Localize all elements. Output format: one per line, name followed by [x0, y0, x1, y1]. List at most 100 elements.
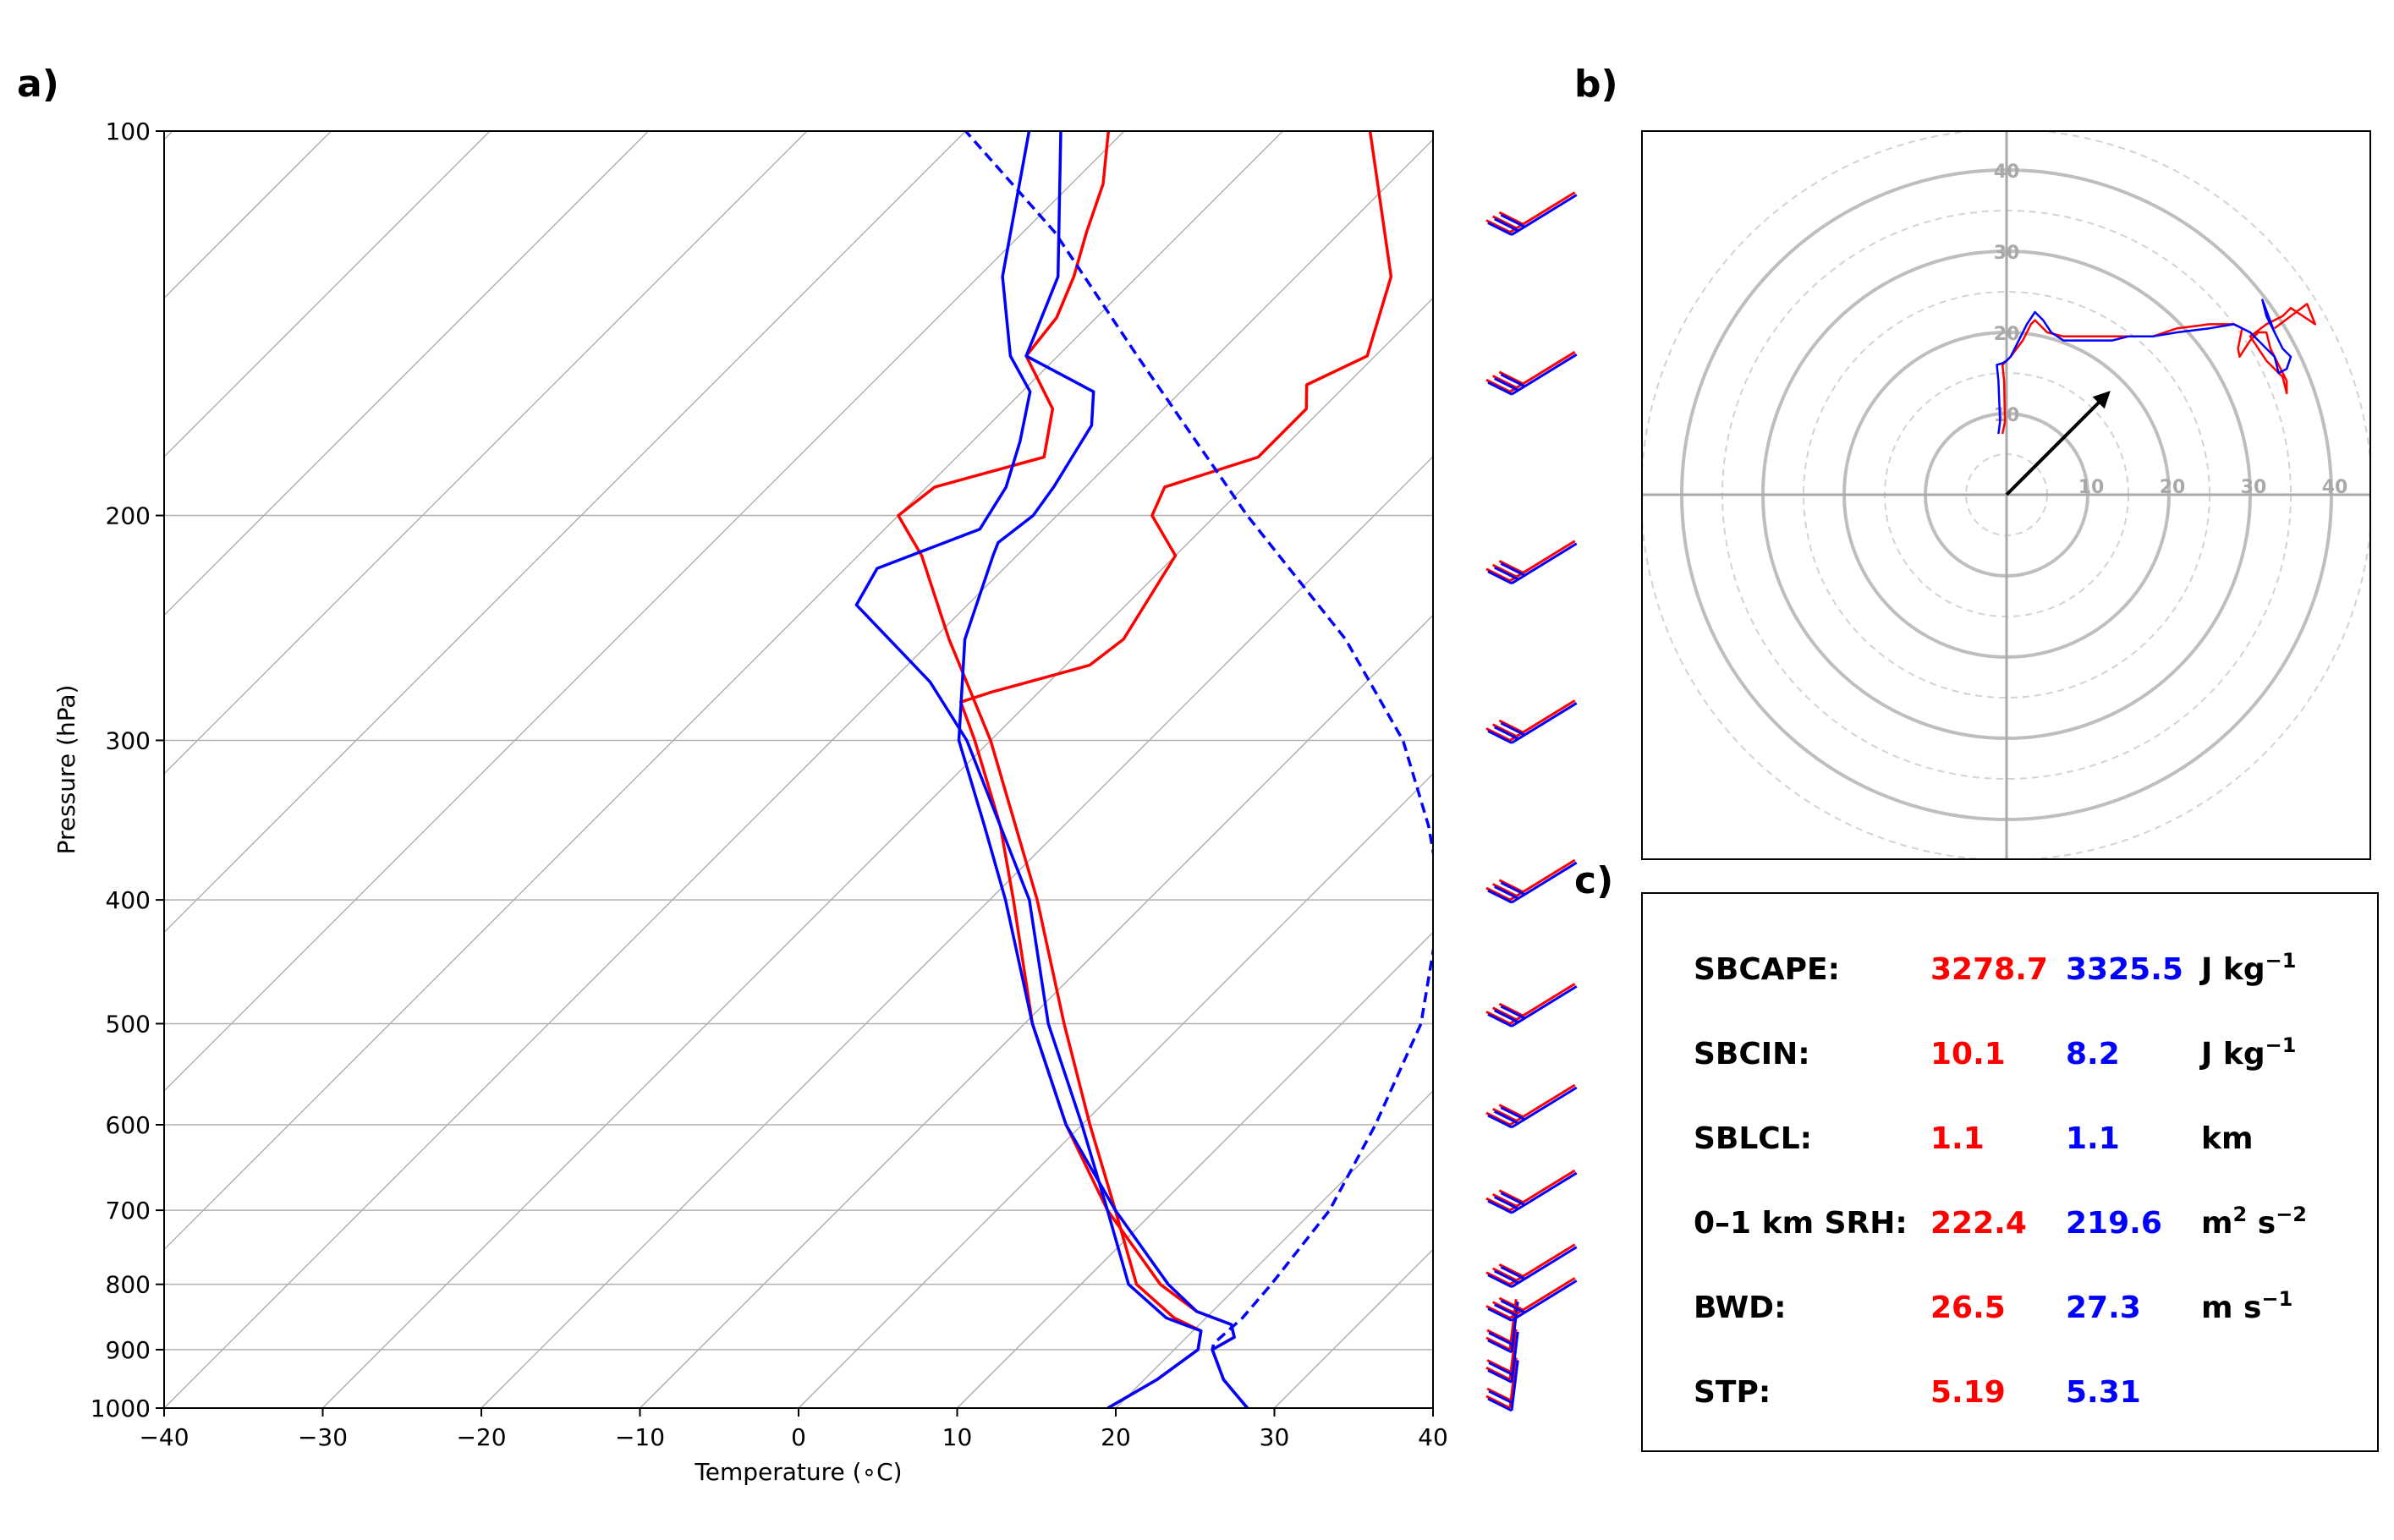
wind-barb-staff — [1509, 699, 1576, 742]
wind-barb-flag — [1487, 1397, 1513, 1412]
wind-barb-flag — [1485, 567, 1511, 583]
wind-barb-flag — [1487, 1369, 1513, 1384]
wind-barb-flag — [1498, 879, 1524, 894]
wind-barb-staff — [1509, 1277, 1576, 1319]
wind-barb-flag — [1494, 377, 1519, 392]
table-row-label: SBCIN: — [1694, 1037, 1810, 1071]
y-tick-label: 400 — [106, 886, 151, 914]
wind-barb-staff — [1511, 194, 1578, 236]
wind-barb-flag — [1492, 883, 1518, 897]
y-tick-label: 800 — [106, 1271, 151, 1299]
isotherm-line — [480, 455, 1433, 1408]
wind-barb-flag — [1494, 1269, 1519, 1285]
y-tick-label: 900 — [106, 1336, 151, 1364]
wind-barb-staff — [1509, 858, 1576, 902]
wind-barb-flag — [1498, 211, 1524, 226]
parameter-table: SBCAPE: 3278.7 3325.5 J kg−1 SBCIN: 10.1 8.2 J … — [1641, 892, 2379, 1452]
wind-barb-flag — [1485, 1011, 1511, 1025]
wind-barb-flag — [1485, 1336, 1511, 1351]
wind-barb-flag — [1492, 1006, 1518, 1022]
wind-barb-flag — [1498, 1296, 1524, 1312]
wind-barb-flag — [1494, 1009, 1519, 1024]
wind-barb-flag — [1498, 719, 1524, 734]
panel-b-label: b) — [1574, 63, 1618, 106]
wind-barb-flag — [1487, 381, 1513, 396]
table-row-label: STP: — [1694, 1375, 1771, 1410]
wind-barb-flag — [1485, 219, 1511, 233]
wind-barb-flag — [1494, 1110, 1519, 1125]
wind-barb-flag — [1494, 726, 1519, 741]
table-unit: m s−1 — [2201, 1287, 2292, 1325]
hodo-ring-label: 40 — [1994, 162, 2020, 183]
wind-barb-flag — [1487, 1274, 1513, 1289]
wind-barb-flag — [1487, 1307, 1513, 1322]
table-unit: J kg−1 — [2199, 1033, 2296, 1071]
skewt-x-ticks: −40 −30 −20 −10 0 10 20 30 40 — [139, 1408, 1448, 1451]
y-tick-label: 1000 — [91, 1395, 151, 1422]
skewt-series-line — [957, 131, 1249, 1408]
x-tick-label: 10 — [942, 1423, 973, 1451]
hodograph-trace — [1996, 299, 2292, 435]
wind-barb-flag — [1485, 1197, 1511, 1212]
table-value-red: 222.4 — [1930, 1206, 2027, 1241]
hodo-ring-label: 30 — [2241, 477, 2267, 498]
wind-barb-flag — [1492, 723, 1518, 738]
hodograph-chart: 10 10 20 20 30 30 40 40 — [1641, 130, 2371, 860]
panel-c-label: c) — [1574, 859, 1613, 902]
x-tick-label: 30 — [1260, 1423, 1290, 1451]
wind-barb-flag — [1486, 1359, 1512, 1373]
wind-barb-flag — [1485, 1271, 1511, 1286]
wind-barb-flag — [1500, 1106, 1526, 1121]
hodo-ring-label: 10 — [2078, 477, 2105, 498]
wind-barb-flag — [1487, 570, 1513, 585]
wind-barb-flag — [1494, 217, 1519, 233]
skewt-grid — [0, 130, 1433, 1409]
x-tick-label: 0 — [791, 1423, 806, 1451]
wind-barb-staff — [1509, 1169, 1576, 1212]
table-value-red: 1.1 — [1930, 1121, 1985, 1156]
table-row-label: BWD: — [1694, 1291, 1786, 1325]
wind-barb-flag — [1492, 1301, 1518, 1316]
y-tick-label: 300 — [106, 726, 151, 754]
wind-barb-flag — [1492, 1107, 1518, 1122]
isotherm-line — [164, 131, 967, 934]
wind-barb-flag — [1498, 370, 1524, 386]
wind-barb-flag — [1498, 1189, 1524, 1204]
isotherm-line — [164, 131, 491, 458]
wind-barb-flag — [1500, 1265, 1526, 1280]
wind-barb-flag — [1500, 881, 1526, 896]
x-tick-label: −40 — [139, 1423, 189, 1451]
table-value-blue: 8.2 — [2066, 1037, 2120, 1071]
wind-barb-flag — [1494, 885, 1519, 900]
x-tick-label: 20 — [1101, 1423, 1131, 1451]
table-frame — [1641, 892, 2379, 1452]
skewt-y-ticks: 1000 900 800 700 600 500 400 300 200 100 — [91, 118, 164, 1422]
skewt-series-line — [897, 131, 1203, 1408]
wind-barb-flag — [1492, 375, 1518, 389]
x-tick-label: −10 — [615, 1423, 665, 1451]
wind-barb-flag — [1487, 1114, 1513, 1129]
wind-barb-staff — [1511, 1280, 1578, 1322]
wind-barb-staff — [1511, 353, 1578, 396]
table-value-red: 3278.7 — [1930, 952, 2048, 987]
hodo-ring-label: 20 — [2160, 477, 2186, 498]
isotherm-line — [321, 297, 1433, 1408]
wind-barb-staff — [1509, 350, 1576, 393]
hodo-ring-label: 40 — [2322, 477, 2348, 498]
wind-barb-flag — [1488, 1389, 1513, 1405]
skewt-x-axis-label: Temperature (∘C) — [694, 1458, 902, 1486]
wind-barb-flag — [1487, 1013, 1513, 1028]
isotherm-line — [164, 131, 808, 775]
wind-barb-flag — [1500, 1192, 1526, 1207]
wind-barb-flag — [1485, 1305, 1511, 1319]
isotherm-line — [164, 131, 1284, 1251]
skewt-frame — [163, 130, 1434, 1409]
isotherm-line — [0, 131, 14, 1408]
table-value-blue: 219.6 — [2066, 1206, 2162, 1241]
wind-barb-flag — [1494, 566, 1519, 581]
table-value-red: 26.5 — [1930, 1291, 2006, 1325]
wind-barb-flag — [1485, 1111, 1511, 1126]
wind-barb-flag — [1485, 1395, 1511, 1410]
wind-barb-flag — [1485, 886, 1511, 902]
y-tick-label: 600 — [106, 1111, 151, 1139]
